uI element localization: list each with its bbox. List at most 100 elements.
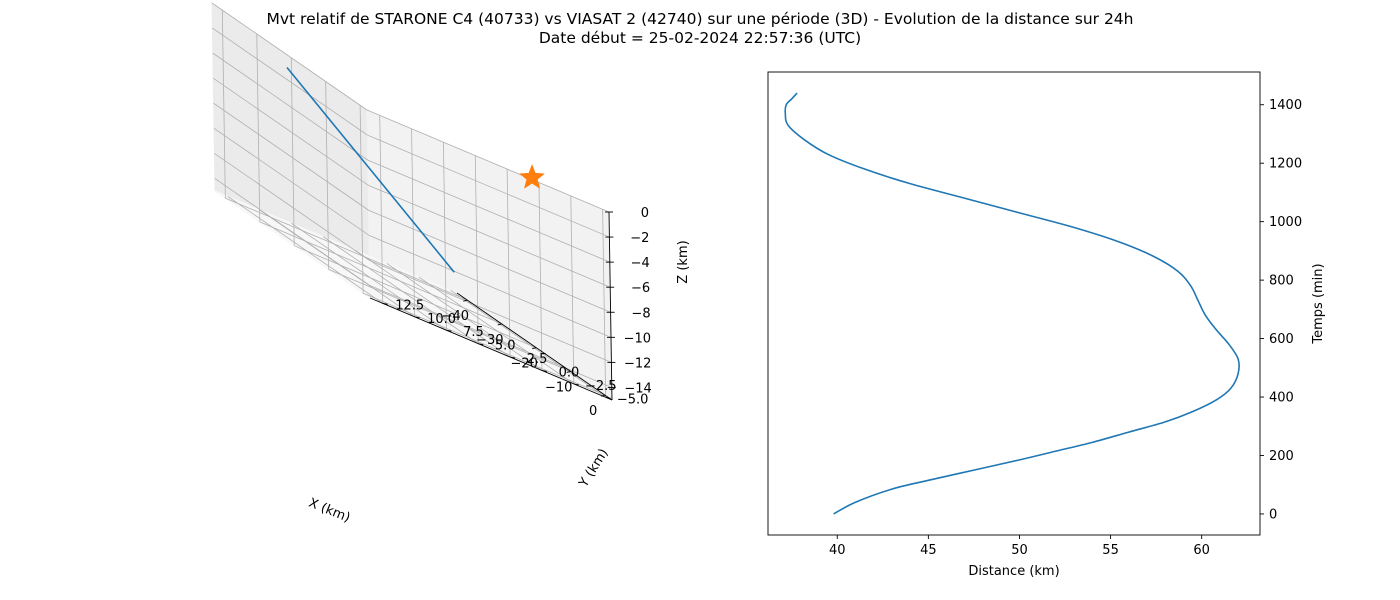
y-tick-mark (382, 302, 388, 305)
y-tick-mark (446, 329, 452, 332)
grid-line-y (323, 236, 479, 344)
distance-series-line (784, 92, 1240, 515)
y-tick-label: 1000 (1269, 215, 1302, 230)
pane-back-right (366, 109, 613, 401)
grid-line-y (506, 169, 511, 358)
grid-line-y (474, 155, 479, 344)
y-tick-mark (541, 370, 548, 372)
axes-2d: 40 45 50 55 600200400600800100012001400Dista… (767, 71, 1326, 579)
y-tick-label: 7.5 (463, 325, 484, 340)
grid-line-x (294, 245, 537, 349)
y-tick-label: 1400 (1269, 98, 1302, 113)
x-tick-mark (566, 371, 571, 373)
trajectory-line (286, 66, 455, 273)
z-tick-label: 0 (641, 206, 649, 221)
grid-line-z (211, 2, 368, 111)
figure-subtitle: Date début = 25-02-2024 22:57:36 (UTC) (538, 29, 862, 47)
y-tick-label: 600 (1269, 332, 1294, 347)
grid-line-z (213, 102, 369, 211)
grid-line-z (212, 27, 368, 136)
grid-line-y (227, 196, 383, 304)
y-tick-label: 10.0 (427, 312, 456, 327)
x-tick-label: 0 (589, 404, 597, 419)
y-tick-label: 200 (1269, 449, 1294, 464)
y-tick-label: 1200 (1269, 157, 1302, 172)
x-tick-mark (463, 299, 468, 302)
grid-line-y (354, 249, 511, 358)
y-axis-label: Y (km) (576, 446, 612, 491)
data-3d (286, 66, 546, 273)
y-tick-mark (573, 383, 579, 386)
plot-frame (767, 71, 1261, 536)
x-tick-mark (497, 323, 502, 326)
grid-line-x (256, 33, 261, 222)
grid-line-x (325, 81, 330, 270)
z-tick-label: −6 (631, 281, 650, 296)
grid-3d (211, 2, 612, 398)
grid-line-y (602, 209, 607, 398)
z-tick-label: −14 (624, 381, 651, 396)
pane-group (211, 2, 613, 401)
x-tick-label: 55 (1102, 543, 1119, 558)
grid-line-x (221, 10, 226, 199)
z-tick-label: −10 (624, 331, 651, 346)
grid-line-x (328, 269, 571, 372)
z-tick-label: −8 (631, 306, 650, 321)
x-axis-label: Distance (km) (968, 564, 1059, 579)
grid-line-x (259, 221, 502, 325)
x-tick-label: 50 (1011, 543, 1028, 558)
z-tick-label: −4 (631, 256, 650, 271)
grid-line-z (367, 159, 610, 263)
grid-line-y (386, 263, 543, 371)
y-axis-label: Temps (min) (1311, 263, 1326, 344)
y-tick-label: −2.5 (585, 379, 617, 394)
grid-line-x (290, 57, 295, 246)
y-axis-line (369, 297, 613, 401)
grid-line-z (212, 77, 369, 186)
y-tick-mark (605, 396, 611, 399)
z-axis-line (608, 211, 613, 401)
grid-line-z (366, 109, 610, 213)
star-marker (519, 164, 546, 189)
grid-line-z (214, 178, 371, 286)
y-tick-label: 12.5 (395, 298, 424, 313)
grid-line-y (291, 222, 447, 331)
figure-title: Mvt relatif de STARONE C4 (40733) vs VIA… (266, 10, 1134, 28)
grid-line-z (368, 209, 611, 313)
grid-line-y (538, 182, 543, 371)
x-tick-label: 45 (920, 543, 937, 558)
plot-distance: 40 45 50 55 600200400600800100012001400Dista… (767, 71, 1326, 579)
x-axis-line (456, 292, 613, 401)
grid-line-x (362, 292, 606, 396)
grid-line-y (418, 276, 575, 385)
grid-line-z (369, 285, 612, 388)
y-tick-label: 400 (1269, 391, 1294, 406)
x-tick-label: −40 (442, 309, 469, 324)
z-tick-label: −2 (630, 231, 649, 246)
grid-line-x (225, 197, 468, 301)
grid-line-y (443, 142, 447, 331)
grid-line-z (214, 153, 370, 261)
x-tick-mark (532, 347, 537, 350)
z-axis-label: Z (km) (676, 240, 691, 283)
y-tick-label: 0 (1269, 507, 1277, 522)
y-tick-label: 0.0 (559, 365, 580, 380)
x-tick-label: 60 (1193, 543, 1210, 558)
grid-line-z (367, 134, 610, 238)
grid-line-z (213, 128, 370, 236)
y-tick-mark (414, 316, 420, 319)
grid-line-y (570, 195, 575, 384)
x-tick-label: −10 (545, 380, 572, 395)
y-tick-label: 800 (1269, 274, 1294, 289)
y-tick-mark (478, 343, 484, 346)
data-2d (784, 92, 1240, 515)
x-axis-label: X (km) (306, 496, 352, 526)
y-tick-label: −5.0 (617, 392, 649, 407)
y-tick-label: 2.5 (527, 352, 548, 367)
x-tick-label: 40 (829, 543, 846, 558)
grid-line-y (450, 289, 606, 398)
grid-line-z (368, 184, 611, 288)
